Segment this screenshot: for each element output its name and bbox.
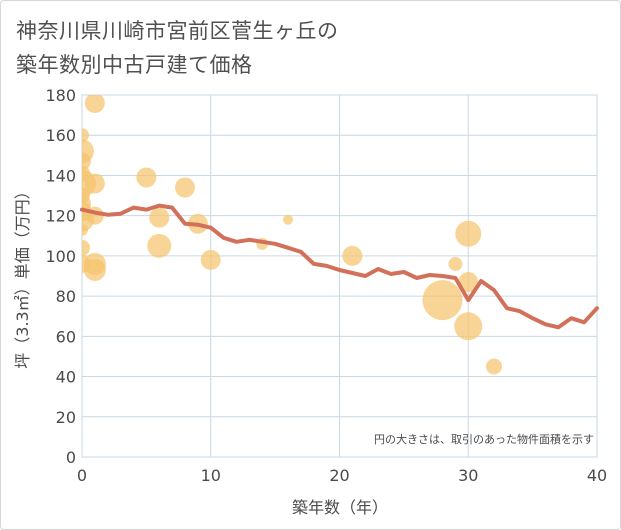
bubble-point [200,249,221,270]
bubble-point [149,207,170,228]
chart-title-line1: 神奈川県川崎市宮前区菅生ヶ丘の [16,19,339,43]
bubble-point [458,272,479,293]
chart-title-line2: 築年数別中古戸建て価格 [16,53,253,77]
y-tick-label: 80 [56,287,76,306]
bubble-point [83,258,106,281]
bubble-point [136,167,157,188]
y-axis-ticks: 0 20 40 60 80 100 120 140 160 180 [45,86,76,467]
y-tick-label: 20 [56,408,76,427]
average-price-line [80,203,599,330]
y-tick-label: 40 [56,368,76,387]
bubble-point [82,239,90,256]
bubble-point [82,128,89,143]
grid-lines [81,94,598,458]
y-tick-label: 160 [45,126,76,145]
bubble-point [455,220,482,247]
bubble-point [422,280,463,321]
y-tick-label: 100 [45,247,76,266]
bubble-point [283,214,293,225]
y-tick-label: 60 [56,327,76,346]
y-tick-label: 140 [45,166,76,185]
x-axis-ticks: 0 10 20 30 40 [77,466,607,485]
bubble-point [454,312,483,341]
x-tick-label: 0 [77,466,87,485]
bubble-point [342,245,363,266]
y-tick-label: 180 [45,86,76,105]
average-line-series [80,203,599,330]
bubble-point [84,173,105,194]
chart-title: 神奈川県川崎市宮前区菅生ヶ丘の 築年数別中古戸建て価格 [16,14,339,82]
y-axis-label: 坪（3.3㎡）単価（万円） [13,183,32,368]
x-tick-label: 30 [458,466,478,485]
x-tick-label: 10 [201,466,221,485]
x-tick-label: 40 [587,466,607,485]
bubble-point [175,177,195,198]
x-axis-label: 築年数（年） [292,498,388,517]
bubble-point [486,358,502,375]
bubble-point [448,256,463,271]
x-tick-label: 20 [329,466,349,485]
bubble-size-note: 円の大きさは、取引のあった物件面積を示す [374,432,594,446]
y-tick-label: 0 [66,448,76,467]
y-tick-label: 120 [45,207,76,226]
bubble-point [147,233,172,258]
bubble-series [82,95,502,375]
bubble-point [84,95,105,114]
bubble-point [82,223,88,236]
